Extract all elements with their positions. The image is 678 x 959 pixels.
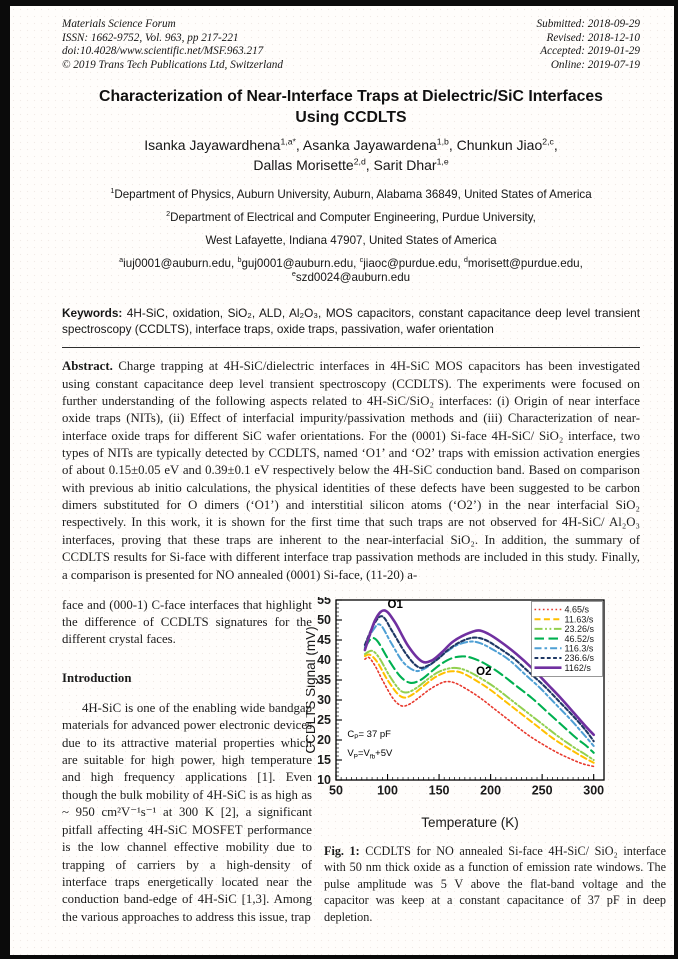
svg-text:25: 25 <box>317 713 331 727</box>
introduction-paragraph: 4H-SiC is one of the enabling wide bandg… <box>62 700 312 924</box>
svg-text:Temperature (K): Temperature (K) <box>421 815 519 830</box>
svg-text:10: 10 <box>317 773 331 787</box>
paper-page: Materials Science Forum ISSN: 1662-9752,… <box>10 6 674 955</box>
svg-text:4.65/s: 4.65/s <box>565 604 590 614</box>
svg-text:O2: O2 <box>476 666 491 678</box>
two-column-zone: face and (000-1) C-face interfaces that … <box>62 593 666 927</box>
emails-line2: eszd0024@auburn.edu <box>291 269 411 285</box>
svg-text:55: 55 <box>317 597 331 607</box>
section-divider <box>62 347 640 349</box>
ccdlts-chart: 50 100 150 200 250 300 10 15 20 25 30 35 40 45 50 55 Tem… <box>303 593 605 830</box>
affiliation-1: 1Department of Physics, Auburn Universit… <box>110 186 592 202</box>
svg-text:45: 45 <box>317 633 331 647</box>
svg-text:50: 50 <box>329 783 343 797</box>
submission-dates: Submitted: 2018-09-29 Revised: 2018-12-1… <box>537 18 640 72</box>
keywords-block: Keywords: 4H-SiC, oxidation, SiO₂, ALD, … <box>62 305 640 337</box>
svg-text:15: 15 <box>317 753 331 767</box>
svg-text:300: 300 <box>583 783 604 797</box>
figure-column: 50 100 150 200 250 300 10 15 20 25 30 35 40 45 50 55 Tem… <box>303 593 666 927</box>
copyright-line: © 2019 Trans Tech Publications Ltd, Swit… <box>62 58 283 71</box>
svg-text:30: 30 <box>317 693 331 707</box>
revised-date: Revised: 2018-12-10 <box>546 31 640 44</box>
svg-text:VP=Vfb+5V: VP=Vfb+5V <box>347 748 393 760</box>
svg-text:O1: O1 <box>388 599 404 611</box>
submitted-date: Submitted: 2018-09-29 <box>536 18 640 30</box>
keywords-label: Keywords: <box>62 306 123 321</box>
left-column: face and (000-1) C-face interfaces that … <box>62 597 312 927</box>
svg-text:250: 250 <box>532 783 553 797</box>
svg-text:236.6/s: 236.6/s <box>565 653 595 663</box>
paper-title-line2: Using CCDLTS <box>295 109 407 127</box>
svg-text:20: 20 <box>317 733 331 747</box>
svg-text:35: 35 <box>317 673 331 687</box>
emails-line1: aiuj0001@auburn.edu, bguj0001@auburn.edu… <box>119 255 583 271</box>
svg-text:150: 150 <box>429 783 450 797</box>
svg-text:CCDLTS Signal (mV): CCDLTS Signal (mV) <box>306 626 318 753</box>
affiliation-2-city: West Lafayette, Indiana 47907, United St… <box>205 234 497 248</box>
journal-info: Materials Science Forum ISSN: 1662-9752,… <box>62 18 283 72</box>
abstract-paragraph: Abstract. Charge trapping at 4H-SiC/diel… <box>62 358 640 583</box>
introduction-heading: Introduction <box>62 670 132 685</box>
figure-caption-label: Fig. 1: <box>324 843 360 858</box>
paper-title-line1: Characterization of Near-Interface Traps… <box>99 88 603 106</box>
affiliation-2: 2Department of Electrical and Computer E… <box>166 209 536 225</box>
author-list: Isanka Jayawardhena1,a*, Asanka Jayaward… <box>62 136 640 175</box>
author-emails: aiuj0001@auburn.edu, bguj0001@auburn.edu… <box>62 255 640 285</box>
svg-text:40: 40 <box>317 653 331 667</box>
svg-text:100: 100 <box>377 783 398 797</box>
authors-line2: Dallas Morisette2,d, Sarit Dhar1,e <box>253 156 449 173</box>
issn-volume-line: ISSN: 1662-9752, Vol. 963, pp 217-221 <box>62 31 239 44</box>
page-header: Materials Science Forum ISSN: 1662-9752,… <box>62 18 640 72</box>
svg-text:1162/s: 1162/s <box>565 663 592 673</box>
svg-text:50: 50 <box>317 613 331 627</box>
abstract-continuation: face and (000-1) C-face interfaces that … <box>62 597 312 647</box>
svg-text:11.63/s: 11.63/s <box>565 614 594 624</box>
svg-text:46.52/s: 46.52/s <box>565 633 595 643</box>
svg-text:CP= 37 pF: CP= 37 pF <box>347 728 391 740</box>
accepted-date: Accepted: 2019-01-29 <box>540 45 640 58</box>
paper-title: Characterization of Near-Interface Traps… <box>62 86 640 128</box>
doi-line: doi:10.4028/www.scientific.net/MSF.963.2… <box>62 45 264 58</box>
svg-text:200: 200 <box>480 783 501 797</box>
svg-text:23.26/s: 23.26/s <box>565 624 595 634</box>
svg-text:116.3/s: 116.3/s <box>565 643 594 653</box>
abstract-label: Abstract. <box>62 359 113 374</box>
figure-caption-text: CCDLTS for NO annealed Si-face 4H-SiC/ S… <box>324 843 667 925</box>
authors-line1: Isanka Jayawardhena1,a*, Asanka Jayaward… <box>144 136 558 154</box>
figure-caption: Fig. 1: CCDLTS for NO annealed Si-face 4… <box>324 843 666 926</box>
keywords-text: 4H-SiC, oxidation, SiO₂, ALD, Al₂O₃, MOS… <box>62 306 640 337</box>
online-date: Online: 2019-07-19 <box>550 58 640 71</box>
journal-name: Materials Science Forum <box>62 18 176 30</box>
abstract-text: Charge trapping at 4H-SiC/dielectric int… <box>62 359 640 582</box>
